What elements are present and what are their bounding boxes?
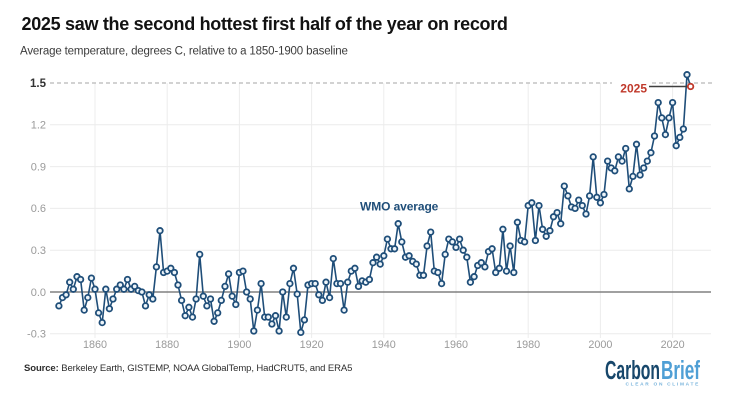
svg-text:Carbon: Carbon	[605, 357, 660, 385]
svg-text:Brief: Brief	[661, 357, 700, 385]
svg-text:1960: 1960	[444, 339, 468, 351]
svg-text:0.3: 0.3	[31, 245, 46, 257]
svg-text:Average temperature, degrees C: Average temperature, degrees C, relative…	[20, 46, 348, 58]
svg-text:-0.3: -0.3	[27, 329, 46, 341]
svg-text:1880: 1880	[155, 339, 179, 351]
svg-text:1860: 1860	[83, 339, 107, 351]
svg-text:2025: 2025	[620, 81, 647, 95]
svg-text:0.9: 0.9	[31, 161, 46, 173]
svg-text:2020: 2020	[661, 339, 685, 351]
svg-text:CLEAR ON CLIMATE: CLEAR ON CLIMATE	[625, 382, 700, 388]
svg-text:Source: Berkeley Earth, GISTEM: Source: Berkeley Earth, GISTEMP, NOAA Gl…	[24, 363, 352, 374]
svg-text:0.6: 0.6	[31, 203, 46, 215]
svg-text:1900: 1900	[227, 339, 251, 351]
svg-text:1920: 1920	[300, 339, 324, 351]
svg-text:0.0: 0.0	[31, 287, 46, 299]
svg-text:2025 saw the second hottest fi: 2025 saw the second hottest first half o…	[22, 14, 508, 34]
svg-text:1980: 1980	[516, 339, 540, 351]
svg-text:2000: 2000	[588, 339, 612, 351]
svg-text:1.5: 1.5	[30, 78, 47, 90]
svg-text:WMO average: WMO average	[360, 200, 439, 214]
svg-text:1.2: 1.2	[31, 120, 46, 132]
svg-text:1940: 1940	[372, 339, 396, 351]
